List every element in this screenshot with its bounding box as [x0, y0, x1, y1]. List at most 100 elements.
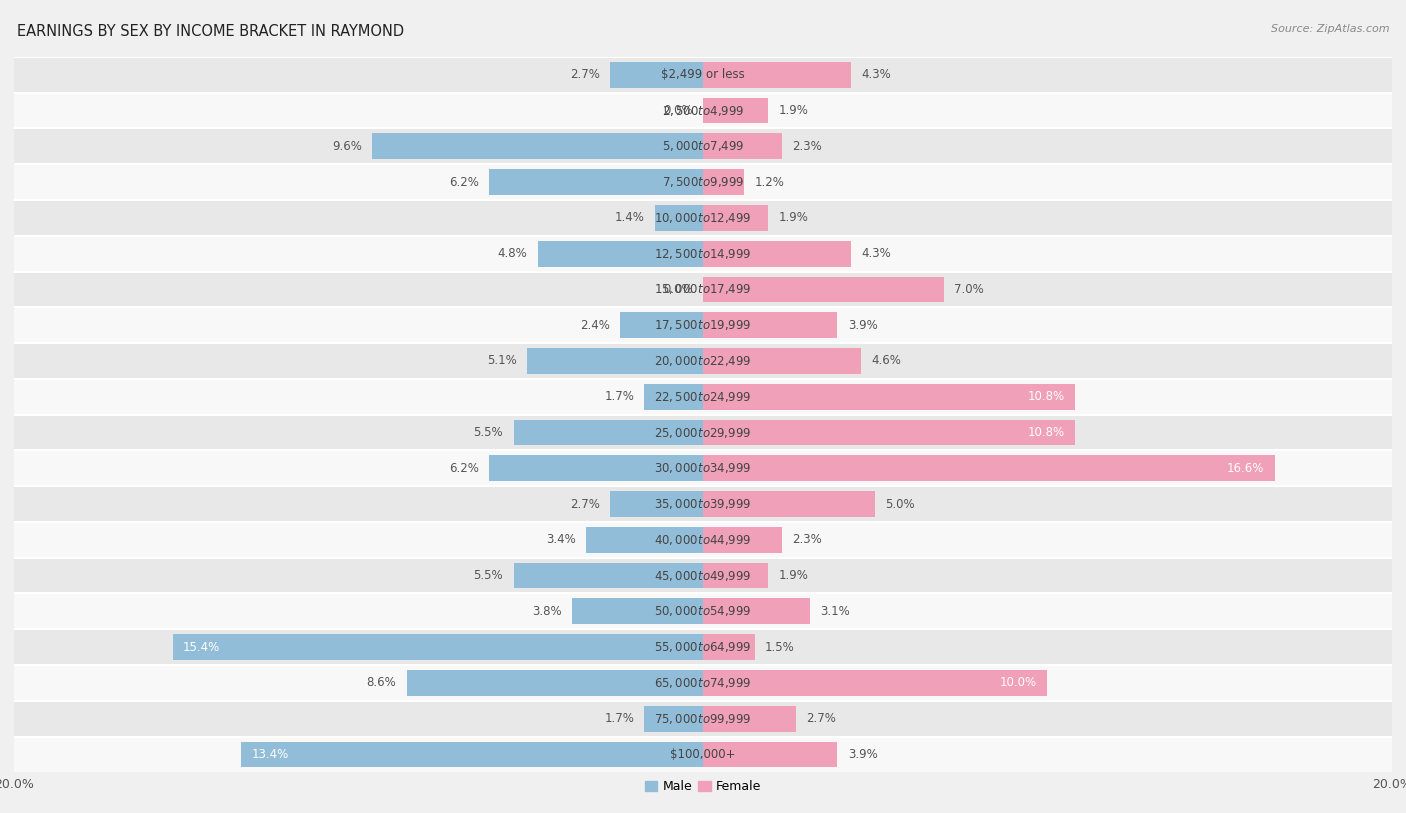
Bar	[644, 384, 703, 410]
Text: 1.5%: 1.5%	[765, 641, 794, 654]
Bar	[173, 634, 703, 660]
Bar	[14, 272, 1392, 307]
Bar	[703, 491, 875, 517]
Text: 1.9%: 1.9%	[779, 211, 808, 224]
Bar	[703, 169, 744, 195]
Text: 3.1%: 3.1%	[820, 605, 849, 618]
Bar	[14, 236, 1392, 272]
Text: 3.8%: 3.8%	[531, 605, 562, 618]
Bar	[14, 307, 1392, 343]
Bar	[14, 737, 1392, 772]
Text: 10.0%: 10.0%	[1000, 676, 1038, 689]
Text: 1.2%: 1.2%	[755, 176, 785, 189]
Text: 4.6%: 4.6%	[872, 354, 901, 367]
Text: $55,000 to $64,999: $55,000 to $64,999	[654, 640, 752, 654]
Bar	[14, 665, 1392, 701]
Bar	[655, 205, 703, 231]
Text: 1.7%: 1.7%	[605, 390, 634, 403]
Bar	[703, 741, 838, 767]
Text: 13.4%: 13.4%	[252, 748, 290, 761]
Text: $12,500 to $14,999: $12,500 to $14,999	[654, 246, 752, 261]
Bar	[586, 527, 703, 553]
Bar	[14, 379, 1392, 415]
Bar	[14, 558, 1392, 593]
Bar	[644, 706, 703, 732]
Bar	[703, 133, 782, 159]
Bar	[14, 415, 1392, 450]
Bar	[703, 706, 796, 732]
Text: 1.4%: 1.4%	[614, 211, 644, 224]
Bar	[14, 200, 1392, 236]
Text: 6.2%: 6.2%	[450, 176, 479, 189]
Bar	[703, 98, 769, 124]
Bar	[703, 527, 782, 553]
Text: $22,500 to $24,999: $22,500 to $24,999	[654, 389, 752, 404]
Text: $65,000 to $74,999: $65,000 to $74,999	[654, 676, 752, 690]
Bar	[527, 348, 703, 374]
Text: 3.4%: 3.4%	[546, 533, 575, 546]
Bar	[537, 241, 703, 267]
Text: $100,000+: $100,000+	[671, 748, 735, 761]
Text: 1.9%: 1.9%	[779, 569, 808, 582]
Text: $5,000 to $7,499: $5,000 to $7,499	[662, 139, 744, 154]
Text: 4.3%: 4.3%	[862, 68, 891, 81]
Bar	[703, 420, 1076, 446]
Text: $35,000 to $39,999: $35,000 to $39,999	[654, 497, 752, 511]
Text: $17,500 to $19,999: $17,500 to $19,999	[654, 318, 752, 333]
Legend: Male, Female: Male, Female	[640, 776, 766, 798]
Text: 16.6%: 16.6%	[1227, 462, 1264, 475]
Text: 8.6%: 8.6%	[367, 676, 396, 689]
Bar	[703, 455, 1275, 481]
Bar	[14, 593, 1392, 629]
Text: $20,000 to $22,499: $20,000 to $22,499	[654, 354, 752, 368]
Text: 3.9%: 3.9%	[848, 319, 877, 332]
Bar	[703, 670, 1047, 696]
Text: $7,500 to $9,999: $7,500 to $9,999	[662, 175, 744, 189]
Text: 4.3%: 4.3%	[862, 247, 891, 260]
Text: 10.8%: 10.8%	[1028, 390, 1064, 403]
Bar	[14, 93, 1392, 128]
Text: 9.6%: 9.6%	[332, 140, 361, 153]
Text: $2,500 to $4,999: $2,500 to $4,999	[662, 103, 744, 118]
Text: 2.3%: 2.3%	[793, 140, 823, 153]
Bar	[620, 312, 703, 338]
Bar	[703, 276, 945, 302]
Text: 3.9%: 3.9%	[848, 748, 877, 761]
Text: 1.9%: 1.9%	[779, 104, 808, 117]
Bar	[610, 491, 703, 517]
Text: $30,000 to $34,999: $30,000 to $34,999	[654, 461, 752, 476]
Bar	[703, 312, 838, 338]
Text: 5.5%: 5.5%	[474, 569, 503, 582]
Text: $15,000 to $17,499: $15,000 to $17,499	[654, 282, 752, 297]
Bar	[242, 741, 703, 767]
Bar	[14, 343, 1392, 379]
Text: 5.5%: 5.5%	[474, 426, 503, 439]
Text: 0.0%: 0.0%	[664, 104, 693, 117]
Bar	[513, 563, 703, 589]
Bar	[14, 164, 1392, 200]
Text: 15.4%: 15.4%	[183, 641, 221, 654]
Bar	[703, 205, 769, 231]
Bar	[703, 563, 769, 589]
Bar	[703, 634, 755, 660]
Text: EARNINGS BY SEX BY INCOME BRACKET IN RAYMOND: EARNINGS BY SEX BY INCOME BRACKET IN RAY…	[17, 24, 404, 39]
Text: $25,000 to $29,999: $25,000 to $29,999	[654, 425, 752, 440]
Bar	[14, 701, 1392, 737]
Bar	[14, 128, 1392, 164]
Bar	[373, 133, 703, 159]
Text: 5.1%: 5.1%	[488, 354, 517, 367]
Text: 10.8%: 10.8%	[1028, 426, 1064, 439]
Text: 1.7%: 1.7%	[605, 712, 634, 725]
Text: 2.7%: 2.7%	[569, 498, 599, 511]
Text: 5.0%: 5.0%	[886, 498, 915, 511]
Bar	[14, 486, 1392, 522]
Text: 6.2%: 6.2%	[450, 462, 479, 475]
Text: $2,499 or less: $2,499 or less	[661, 68, 745, 81]
Text: $40,000 to $44,999: $40,000 to $44,999	[654, 533, 752, 547]
Bar	[703, 241, 851, 267]
Text: 2.3%: 2.3%	[793, 533, 823, 546]
Text: $50,000 to $54,999: $50,000 to $54,999	[654, 604, 752, 619]
Text: 2.4%: 2.4%	[581, 319, 610, 332]
Text: $45,000 to $49,999: $45,000 to $49,999	[654, 568, 752, 583]
Text: 2.7%: 2.7%	[807, 712, 837, 725]
